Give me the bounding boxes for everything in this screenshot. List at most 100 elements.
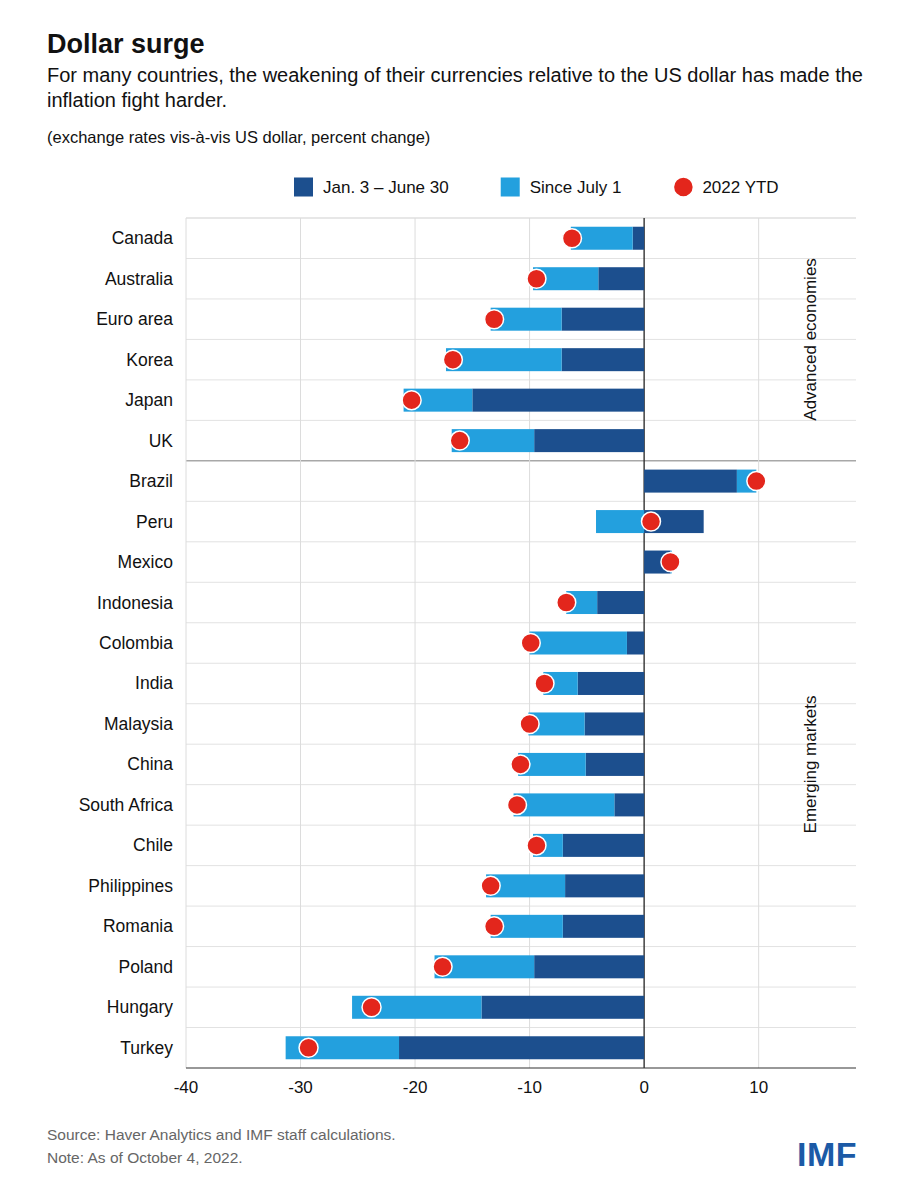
row-line — [186, 582, 856, 583]
ytd-dot — [535, 674, 554, 693]
frame-top — [186, 218, 856, 219]
bar-segment — [530, 632, 627, 655]
grid-line — [758, 218, 759, 1068]
row-line — [186, 703, 856, 704]
note: Note: As of October 4, 2022. — [47, 1149, 243, 1166]
grid-line — [415, 218, 416, 1068]
ytd-dot — [562, 229, 581, 248]
row-line — [186, 744, 856, 745]
bar-segment — [399, 1036, 644, 1059]
x-axis-line — [186, 1067, 856, 1068]
bar-segment — [597, 591, 644, 614]
group-label: Advanced economies — [801, 258, 820, 421]
category-label: Brazil — [129, 471, 173, 491]
ytd-dot — [557, 593, 576, 612]
category-label: Philippines — [88, 876, 173, 896]
bar-segment — [578, 672, 644, 695]
category-label: Korea — [126, 350, 173, 370]
ytd-dot — [747, 472, 766, 491]
row-line — [186, 946, 856, 947]
ytd-dot — [521, 634, 540, 653]
row-line — [186, 258, 856, 259]
bar-segment — [565, 874, 644, 897]
grid-line — [300, 218, 301, 1068]
category-label: Indonesia — [97, 593, 173, 613]
category-label: UK — [149, 431, 174, 451]
bar-segment — [598, 267, 644, 290]
bar-segment — [472, 389, 644, 412]
row-line — [186, 663, 856, 664]
ytd-dot — [443, 350, 462, 369]
bar-segment — [481, 996, 644, 1019]
bar-segment — [534, 955, 644, 978]
ytd-dot — [450, 431, 469, 450]
bar-segment — [627, 632, 644, 655]
ytd-dot — [507, 795, 526, 814]
row-line — [186, 541, 856, 542]
bar-segment — [446, 348, 562, 371]
category-label: India — [135, 673, 173, 693]
row-line — [186, 501, 856, 502]
chart: Dollar surge For many countries, the weak… — [0, 0, 900, 1200]
title: Dollar surge — [47, 29, 205, 59]
row-line — [186, 622, 856, 623]
source: Source: Haver Analytics and IMF staff ca… — [47, 1126, 396, 1143]
legend-swatch — [501, 178, 520, 197]
category-label: Canada — [112, 228, 174, 248]
x-tick-label: -40 — [174, 1078, 199, 1097]
ytd-dot — [661, 553, 680, 572]
row-line — [186, 987, 856, 988]
legend-swatch — [294, 178, 313, 197]
bar-segment — [562, 348, 644, 371]
marks — [286, 227, 766, 1060]
category-label: Japan — [125, 390, 173, 410]
legend-marker — [673, 177, 693, 197]
ytd-dot — [511, 755, 530, 774]
ytd-dot — [433, 957, 452, 976]
legend-label: Since July 1 — [530, 178, 622, 197]
row-line — [186, 1027, 856, 1028]
row-line — [186, 865, 856, 866]
category-label: Turkey — [120, 1038, 173, 1058]
x-tick-label: -10 — [517, 1078, 542, 1097]
ytd-dot — [485, 310, 504, 329]
x-tick-label: 0 — [639, 1078, 648, 1097]
row-line — [186, 379, 856, 380]
row-line — [186, 298, 856, 299]
bar-segment — [596, 510, 644, 533]
category-label: Colombia — [99, 633, 173, 653]
bar-segment — [286, 1036, 399, 1059]
ytd-dot — [520, 714, 539, 733]
bar-segment — [563, 834, 644, 857]
bar-segment — [514, 793, 615, 816]
subtitle: For many countries, the weakening of the… — [47, 64, 863, 111]
category-label: Mexico — [118, 552, 173, 572]
category-label: China — [127, 754, 173, 774]
logo: IMF — [797, 1135, 857, 1173]
bar-segment — [644, 470, 737, 493]
bar-segment — [352, 996, 481, 1019]
ytd-dot — [299, 1038, 318, 1057]
row-line — [186, 339, 856, 340]
ytd-dot — [527, 269, 546, 288]
row-line — [186, 784, 856, 785]
category-label: Malaysia — [104, 714, 173, 734]
ytd-dot — [527, 836, 546, 855]
category-label: Hungary — [107, 997, 173, 1017]
x-tick-label: -20 — [403, 1078, 428, 1097]
category-label: Peru — [136, 512, 173, 532]
category-label: Chile — [133, 835, 173, 855]
ytd-dot — [481, 876, 500, 895]
bar-segment — [586, 753, 644, 776]
bar-segment — [563, 915, 644, 938]
legend-label: 2022 YTD — [702, 178, 778, 197]
group-divider — [186, 460, 856, 462]
grid — [186, 218, 856, 1068]
category-label: Poland — [119, 957, 174, 977]
legend-label: Jan. 3 – June 30 — [323, 178, 449, 197]
axis-note: (exchange rates vis-à-vis US dollar, per… — [47, 128, 430, 146]
legend: Jan. 3 – June 30 Since July 1 2022 YTD — [294, 177, 779, 197]
ytd-dot — [402, 391, 421, 410]
category-label: Australia — [105, 269, 173, 289]
grid-line — [186, 218, 187, 1068]
